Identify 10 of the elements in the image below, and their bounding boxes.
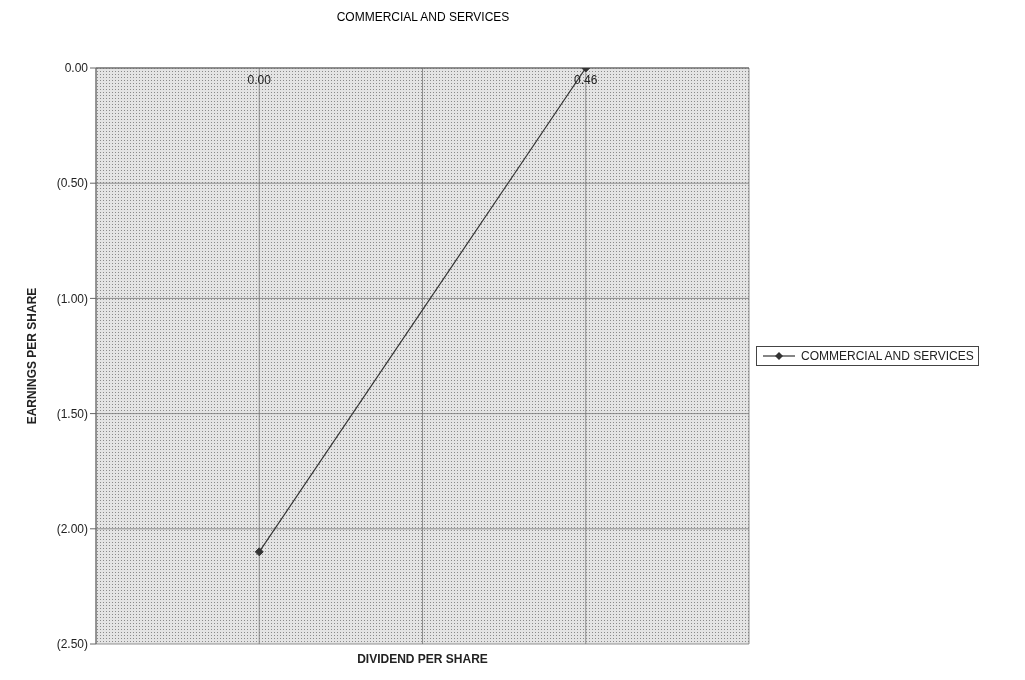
legend-label: COMMERCIAL AND SERVICES (801, 349, 974, 363)
chart-title: COMMERCIAL AND SERVICES (335, 10, 511, 24)
y-tick-label: (2.00) (56, 522, 88, 537)
y-axis-title: EARNINGS PER SHARE (25, 287, 40, 425)
y-tick-label: 0.00 (64, 61, 89, 76)
y-tick-label: (1.00) (56, 291, 88, 306)
x-axis-title: DIVIDEND PER SHARE (356, 652, 489, 666)
y-tick-label: (2.50) (56, 637, 88, 652)
y-tick-label: (0.50) (56, 176, 88, 191)
y-tick-label: (1.50) (56, 406, 88, 421)
